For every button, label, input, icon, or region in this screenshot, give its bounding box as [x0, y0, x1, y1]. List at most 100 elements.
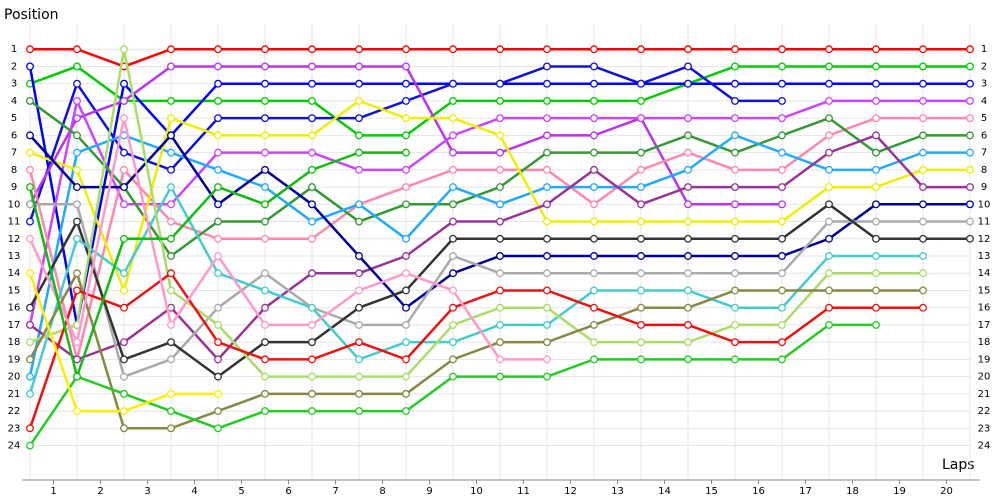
y-tick-label: 15: [8, 285, 21, 296]
point: [308, 372, 316, 381]
point: [966, 45, 974, 54]
point: [637, 45, 645, 54]
point: [214, 62, 222, 71]
point: [731, 165, 739, 174]
point: [590, 165, 598, 174]
point: [167, 200, 175, 209]
point: [402, 303, 410, 312]
point: [778, 114, 786, 123]
point: [214, 407, 222, 416]
point: [261, 45, 269, 54]
point: [496, 355, 504, 364]
point: [355, 148, 363, 157]
point: [214, 131, 222, 140]
point: [26, 234, 34, 243]
point: [402, 355, 410, 364]
point: [449, 234, 457, 243]
point: [872, 114, 880, 123]
point: [308, 217, 316, 226]
point: [778, 355, 786, 364]
point: [73, 148, 81, 157]
x-tick-label: 4: [191, 486, 197, 497]
point: [731, 62, 739, 71]
point: [731, 355, 739, 364]
y-tick-label-right: 17: [978, 320, 991, 331]
point: [402, 79, 410, 88]
point: [261, 269, 269, 278]
point: [637, 114, 645, 123]
point: [496, 148, 504, 157]
point: [825, 96, 833, 105]
point: [684, 114, 692, 123]
point: [543, 320, 551, 329]
point: [449, 183, 457, 192]
point: [120, 79, 128, 88]
point: [261, 286, 269, 295]
point: [919, 303, 927, 312]
point: [590, 320, 598, 329]
point: [26, 372, 34, 381]
y-tick-label: 23: [8, 423, 21, 434]
x-tick-label: 3: [144, 486, 150, 497]
point: [731, 217, 739, 226]
point: [355, 131, 363, 140]
x-tick-label: 8: [379, 486, 385, 497]
point: [496, 183, 504, 192]
point: [543, 252, 551, 260]
point: [496, 45, 504, 54]
x-tick-label: 10: [470, 486, 483, 497]
point: [120, 45, 128, 54]
point: [684, 286, 692, 295]
point: [402, 165, 410, 174]
point: [214, 320, 222, 329]
point: [308, 148, 316, 157]
y-tick-label: 7: [11, 148, 17, 159]
x-tick-label: 18: [846, 486, 859, 497]
point: [26, 338, 34, 347]
point: [449, 217, 457, 226]
point: [214, 200, 222, 209]
point: [543, 355, 551, 364]
point: [590, 45, 598, 54]
point: [590, 96, 598, 105]
point: [966, 114, 974, 123]
y-tick-label-right: 13: [978, 251, 991, 262]
point: [543, 217, 551, 226]
point: [590, 303, 598, 312]
point: [872, 96, 880, 105]
point: [449, 269, 457, 278]
y-tick-label-right: 7: [981, 148, 987, 159]
point: [308, 131, 316, 140]
point: [73, 269, 81, 278]
point: [73, 200, 81, 209]
point: [496, 269, 504, 278]
point: [26, 165, 34, 174]
point: [825, 183, 833, 192]
point: [778, 252, 786, 260]
point: [778, 269, 786, 278]
point: [167, 217, 175, 226]
point: [261, 389, 269, 398]
point: [73, 355, 81, 364]
point: [778, 165, 786, 174]
point: [214, 269, 222, 278]
point: [261, 183, 269, 192]
point: [919, 96, 927, 105]
point: [355, 165, 363, 174]
point: [449, 96, 457, 105]
point: [872, 62, 880, 71]
point: [543, 372, 551, 381]
point: [590, 200, 598, 209]
y-tick-label: 8: [11, 165, 17, 176]
point: [731, 338, 739, 347]
point: [355, 217, 363, 226]
point: [872, 286, 880, 295]
point: [26, 183, 34, 192]
point: [966, 131, 974, 140]
point: [872, 183, 880, 192]
point: [73, 183, 81, 192]
point: [355, 62, 363, 71]
y-tick-label: 10: [8, 199, 21, 210]
point: [26, 320, 34, 329]
y-tick-label: 22: [8, 406, 21, 417]
